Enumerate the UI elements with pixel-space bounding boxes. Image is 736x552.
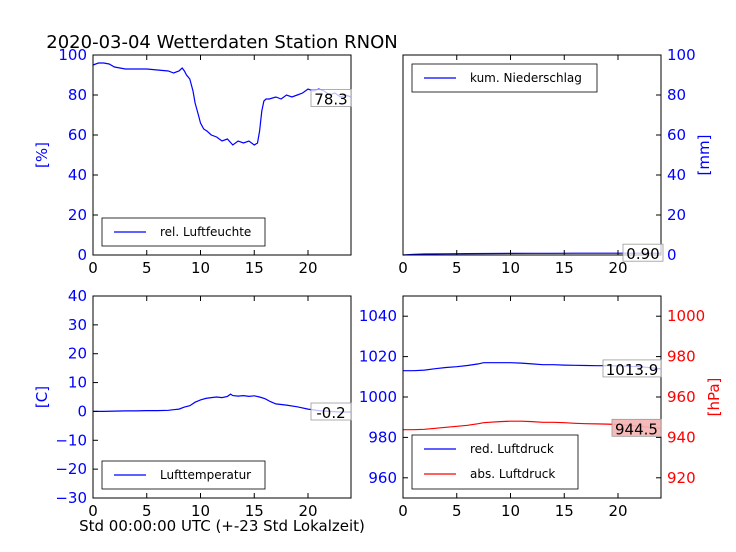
series-line-lufttemperatur (93, 393, 351, 413)
series-line-kum-niederschlag (402, 252, 661, 256)
x-tick-label: 20 (298, 502, 317, 520)
x-tick-label: 5 (142, 502, 152, 520)
y-tick-label: 60 (68, 126, 87, 144)
x-tick-label: 0 (88, 502, 98, 520)
legend-entry: abs. Luftdruck (470, 467, 555, 481)
x-tick-label: 10 (191, 259, 210, 277)
y-tick-label-right: 0 (667, 246, 677, 264)
x-tick-label: 5 (452, 502, 462, 520)
y-tick-label: 30 (68, 316, 87, 334)
x-tick-label: 15 (555, 502, 574, 520)
y-tick-label: 100 (58, 46, 87, 64)
y-tick-label: 80 (68, 86, 87, 104)
series-line-rel-luftfeuchte (92, 62, 352, 146)
y-tick-label: 1040 (359, 307, 397, 325)
x-tick-label: 0 (398, 259, 408, 277)
y-tick-label: 960 (368, 469, 397, 487)
y-tick-label: 20 (68, 206, 87, 224)
y-tick-label-right: 960 (667, 388, 696, 406)
y-tick-label-right: 60 (667, 126, 686, 144)
legend-entry: red. Luftdruck (470, 442, 554, 456)
value-badge-box (310, 89, 352, 107)
y-tick-label: 40 (68, 287, 87, 305)
y-tick-label-right: 920 (667, 469, 696, 487)
value-badge-box (602, 359, 662, 378)
y-tick-label-right: 940 (667, 428, 696, 446)
plot-frame (92, 295, 352, 499)
x-tick-label: 20 (608, 502, 627, 520)
plot-frame (92, 54, 352, 256)
y-tick-label: −30 (55, 489, 87, 507)
value-badge: 1013.9 (606, 361, 659, 379)
x-tick-label: 20 (298, 259, 317, 277)
y-tick-label-right: 80 (667, 86, 686, 104)
x-tick-label: 5 (142, 259, 152, 277)
y-tick-label-right: 1000 (667, 307, 705, 325)
y-tick-label-right: 100 (667, 46, 696, 64)
y-tick-label: 1020 (359, 348, 397, 366)
y-axis-label: [mm] (695, 135, 713, 176)
y-tick-label: 20 (68, 345, 87, 363)
x-tick-label: 10 (191, 502, 210, 520)
y-tick-label: 0 (77, 402, 87, 420)
y-axis-label: [C] (33, 386, 51, 408)
y-tick-label: −20 (55, 460, 87, 478)
panel-top-right: 0 5 10 15 20 0 20 40 60 80 100 [mm] 0.90 kum. Nieders… (398, 46, 713, 277)
y-tick-label: 0 (77, 246, 87, 264)
x-axis-label: Std 00:00:00 UTC (+-23 Std Lokalzeit) (79, 517, 365, 535)
value-badge-box (310, 402, 352, 421)
x-tick-label: 0 (88, 259, 98, 277)
panel-bottom-right: 0 5 10 15 20 960 980 1000 1020 1040 920 940 960 980 10… (359, 295, 723, 520)
y-tick-label-right: 20 (667, 206, 686, 224)
legend-entry: Lufttemperatur (160, 468, 251, 482)
y-tick-label: 980 (368, 428, 397, 446)
y-tick-label: −10 (55, 431, 87, 449)
panel-bottom-left: 0 5 10 15 20 −30 −20 −10 0 10 20 30 40 [C] -0.2 Lufttem… (33, 287, 352, 520)
y-tick-label: 10 (68, 374, 87, 392)
x-tick-label: 15 (245, 259, 264, 277)
y-tick-label: 1000 (359, 388, 397, 406)
x-tick-label: 10 (501, 502, 520, 520)
value-badge: 944.5 (615, 420, 658, 438)
y-axis-label: [%] (33, 142, 51, 168)
x-tick-label: 20 (608, 259, 627, 277)
x-tick-label: 15 (555, 259, 574, 277)
plot-frame (402, 54, 662, 256)
chart-title: 2020-03-04 Wetterdaten Station RNON (46, 32, 397, 53)
legend-box (411, 434, 579, 490)
legend-entry: kum. Niederschlag (470, 71, 582, 85)
panel-top-left: 0 5 10 15 20 0 20 40 60 80 100 [%] 78.3 rel. Luftfeuc… (33, 46, 352, 277)
y-tick-label-right: 980 (667, 348, 696, 366)
legend-entry: rel. Luftfeuchte (160, 225, 251, 239)
x-tick-label: 0 (398, 502, 408, 520)
value-badge: 0.90 (626, 245, 659, 263)
value-badge-box (622, 243, 664, 262)
value-badge: -0.2 (316, 404, 345, 422)
y-tick-label-right: 40 (667, 166, 686, 184)
x-tick-label: 10 (501, 259, 520, 277)
value-badge: 78.3 (314, 90, 347, 108)
y-tick-label: 40 (68, 166, 87, 184)
y-axis-label-right: [hPa] (705, 378, 723, 417)
x-tick-label: 5 (452, 259, 462, 277)
value-badge-box (611, 418, 662, 437)
x-tick-label: 15 (245, 502, 264, 520)
